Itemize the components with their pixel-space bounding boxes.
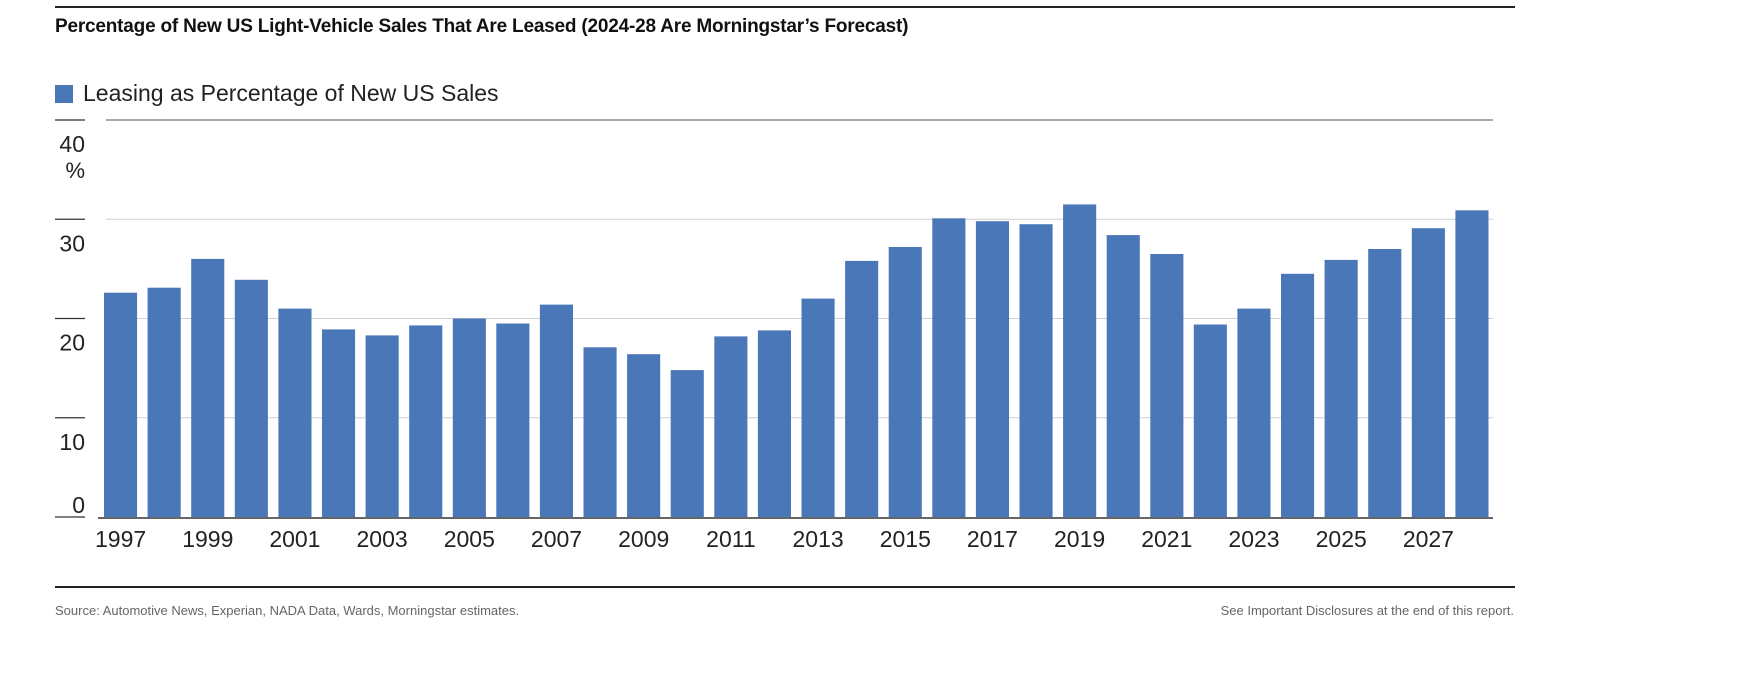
bar: [234, 279, 268, 517]
chart-title: Percentage of New US Light-Vehicle Sales…: [55, 16, 909, 37]
x-tick-label: 2013: [793, 526, 844, 552]
bar: [1281, 273, 1315, 517]
bar: [104, 292, 138, 517]
bar: [1455, 210, 1489, 518]
top-rule: [55, 6, 1515, 8]
y-tick-label: 20: [59, 330, 85, 356]
x-tick-label: 2001: [269, 526, 320, 552]
bar: [975, 221, 1009, 517]
x-tick-label: 2007: [531, 526, 582, 552]
bar: [191, 258, 225, 517]
bar: [322, 329, 356, 517]
bar: [1237, 308, 1271, 517]
y-tick-label: 30: [59, 230, 85, 256]
bar: [365, 335, 399, 517]
legend-label: Leasing as Percentage of New US Sales: [83, 80, 499, 106]
y-tick-label: 0: [72, 492, 85, 518]
bar: [539, 304, 573, 517]
x-tick-label: 2019: [1054, 526, 1105, 552]
bar: [1324, 259, 1358, 517]
bottom-rule: [55, 586, 1515, 588]
y-unit-label: %: [65, 158, 85, 183]
bar: [757, 330, 791, 517]
bar: [670, 370, 704, 517]
source-note: Source: Automotive News, Experian, NADA …: [55, 603, 520, 618]
bar: [583, 347, 617, 517]
disclosure-note: See Important Disclosures at the end of …: [1220, 603, 1514, 618]
bar: [147, 287, 181, 517]
x-tick-label: 2011: [706, 526, 755, 552]
legend-swatch: [55, 84, 73, 103]
bar: [845, 260, 879, 517]
bar: [801, 298, 835, 517]
bar: [1106, 235, 1140, 517]
x-tick-label: 1999: [182, 526, 233, 552]
x-tick-label: 2005: [444, 526, 495, 552]
bar: [1411, 228, 1445, 517]
x-tick-label: 2017: [967, 526, 1018, 552]
bar: [1368, 249, 1402, 517]
x-tick-label: 2015: [880, 526, 931, 552]
legend: Leasing as Percentage of New US Sales: [55, 80, 499, 107]
x-tick-label: 2025: [1316, 526, 1367, 552]
bar: [409, 325, 443, 517]
bar: [496, 323, 530, 517]
bar: [1193, 324, 1227, 517]
x-tick-label: 2009: [618, 526, 669, 552]
x-tick-label: 2003: [357, 526, 408, 552]
bar: [278, 308, 312, 517]
bar: [1063, 204, 1097, 517]
bar: [932, 218, 966, 518]
bar: [714, 336, 748, 517]
bar: [1150, 254, 1184, 517]
y-tick-label: 10: [59, 429, 85, 455]
bar: [1019, 224, 1053, 517]
x-tick-label: 2023: [1228, 526, 1279, 552]
x-tick-label: 2021: [1141, 526, 1192, 552]
bar: [888, 247, 922, 517]
y-tick-label: 40: [59, 131, 85, 157]
x-tick-label: 1997: [95, 526, 146, 552]
bar: [452, 318, 486, 517]
bar: [627, 354, 661, 517]
x-tick-label: 2027: [1403, 526, 1454, 552]
